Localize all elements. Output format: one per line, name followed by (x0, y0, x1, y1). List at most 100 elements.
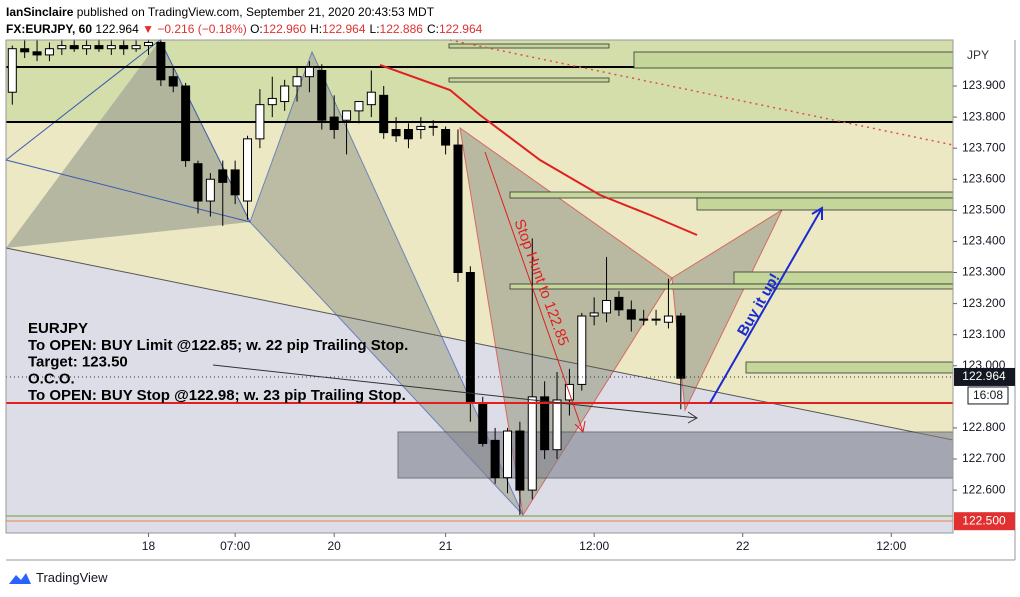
ohlc-key: L: (369, 22, 380, 36)
candle-body (366, 91, 376, 106)
candle-body (20, 48, 30, 53)
x-tick-label: 12:00 (876, 539, 906, 553)
annotation-line: To OPEN: BUY Stop @122.98; w. 23 pip Tra… (28, 387, 406, 404)
annotation: EURJPY To OPEN: BUY Limit @122.85; w. 22 … (28, 320, 408, 404)
dotted-line (449, 39, 954, 146)
y-tick-label: 123.200 (962, 296, 1006, 310)
plot-frame (5, 39, 954, 534)
candle-body (106, 45, 116, 50)
candle-body (230, 169, 240, 196)
arrow (709, 207, 823, 404)
candle-body (403, 129, 413, 140)
candle-body (676, 315, 686, 379)
x-tick-label: 21 (439, 539, 453, 553)
currency: JPY (967, 48, 989, 62)
y-tick-label: 123.500 (962, 203, 1006, 217)
candle-body (119, 45, 129, 50)
candle-body (44, 48, 54, 56)
candle-body (651, 318, 661, 321)
candle-body (7, 48, 17, 93)
annotation-line: To OPEN: BUY Limit @122.85; w. 22 pip Tr… (28, 337, 408, 354)
zone-rect (448, 43, 610, 49)
x-tick-label: 18 (142, 539, 156, 553)
candle-body (453, 144, 463, 274)
candle-body (181, 85, 191, 162)
candle-body (428, 125, 438, 128)
y-tick-label: 123.300 (962, 265, 1006, 279)
pattern (459, 126, 673, 517)
candle-body (205, 178, 215, 202)
y-tick-label: 122.600 (962, 482, 1006, 496)
candle-body (329, 116, 339, 131)
candle-body (478, 402, 488, 444)
logo (9, 572, 31, 584)
candle-body (577, 315, 587, 385)
candle-body (218, 169, 228, 183)
ohlc-key: C: (426, 22, 439, 36)
y-tick-label: 123.700 (962, 140, 1006, 154)
change: ▼ −0.216 (−0.18%) (142, 22, 247, 36)
zone-rect (633, 51, 954, 69)
publish-line: IanSinclaire published on TradingView.co… (6, 4, 486, 21)
candle-body (255, 104, 265, 140)
candle-body (280, 85, 290, 103)
candle-body (490, 439, 500, 479)
candle-body (515, 430, 525, 491)
ohlc-value: 122.964 (322, 22, 366, 36)
annotation-line: EURJPY (28, 320, 88, 337)
y-tick-label: 122.700 (962, 451, 1006, 465)
price-label-bg (954, 367, 1015, 386)
arrow-head (811, 206, 823, 220)
candle-body (143, 41, 153, 47)
price-label: 122.964 (962, 369, 1006, 383)
trend-line (5, 247, 954, 441)
countdown-bg (967, 386, 1009, 405)
ohlc-key: O: (250, 22, 263, 36)
arrow-head (574, 420, 586, 434)
candle-body (354, 101, 364, 112)
y-tick-label: 123.100 (962, 327, 1006, 341)
candle-body (32, 51, 42, 56)
header: IanSinclaire published on TradingView.co… (6, 4, 486, 38)
price-label-bg (954, 512, 1015, 531)
zones (448, 43, 954, 374)
y-tick-label: 123.900 (962, 78, 1006, 92)
x-tick-label: 12:00 (579, 539, 609, 553)
ohlc-value: 122.964 (438, 22, 483, 36)
candle-body (193, 163, 203, 202)
axes: 122.600122.700122.800123.000123.100123.2… (142, 78, 1015, 553)
symbol: FX:EURJPY, 60 (6, 22, 93, 36)
candle-body (82, 45, 92, 50)
candle-body (663, 315, 673, 323)
y-tick-label: 123.800 (962, 109, 1006, 123)
candle-body (552, 399, 562, 451)
x-tick-label: 20 (328, 539, 342, 553)
annotation-line: O.C.O. (28, 370, 75, 387)
x-tick-label: 07:00 (220, 539, 250, 553)
annotation-line: Target: 123.50 (28, 354, 128, 371)
candle-body (527, 396, 537, 491)
candle-body (465, 272, 475, 404)
candle-body (267, 97, 277, 106)
arrow-head (687, 411, 698, 424)
arrow (212, 364, 698, 419)
candle-body (131, 45, 141, 50)
pattern (249, 50, 524, 516)
price-label: 122.500 (962, 513, 1006, 527)
candle-body (342, 110, 352, 121)
candle-body (441, 129, 451, 146)
zone-rect (509, 191, 954, 199)
candle-body (589, 312, 599, 317)
candle-body (57, 45, 67, 50)
candle-body (602, 299, 612, 314)
zone-rect (397, 431, 954, 479)
arrow (484, 151, 584, 433)
candles (7, 39, 686, 515)
candle-body (156, 41, 166, 81)
zone-rect (696, 197, 954, 211)
ohlc-key: H: (310, 22, 323, 36)
candle-body (614, 296, 624, 311)
candle-body (379, 94, 389, 134)
logo-shape (9, 572, 31, 584)
